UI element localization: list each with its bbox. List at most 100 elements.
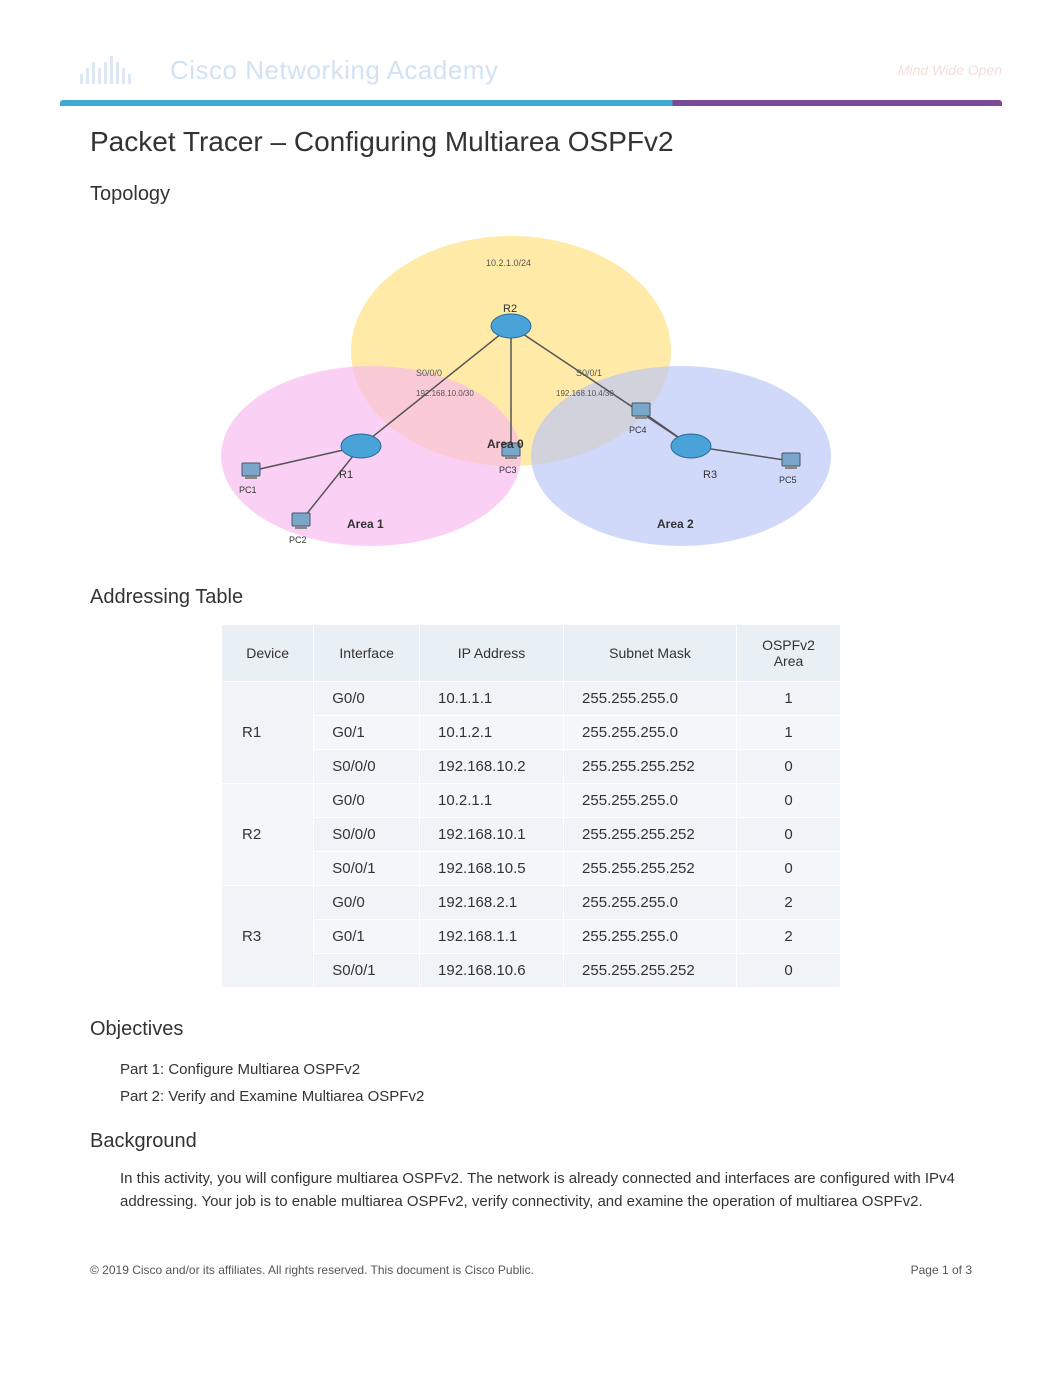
device-cell: R1 <box>222 682 314 784</box>
table-header-cell: Interface <box>314 625 420 682</box>
table-cell: 2 <box>737 886 841 920</box>
pc-base-icon <box>245 476 257 479</box>
table-cell: G0/1 <box>314 716 420 750</box>
background-heading: Background <box>90 1130 1002 1153</box>
table-row: S0/0/1192.168.10.5255.255.255.2520 <box>222 852 841 886</box>
table-header-cell: Device <box>222 625 314 682</box>
table-cell: 255.255.255.0 <box>564 716 737 750</box>
objective-item: Part 1: Configure Multiarea OSPFv2 <box>120 1056 1002 1083</box>
device-cell: R3 <box>222 886 314 988</box>
area-label: Area 2 <box>657 517 694 531</box>
device-cell: R2 <box>222 784 314 886</box>
page-container: Cisco Networking Academy Mind Wide Open … <box>0 0 1062 1307</box>
table-cell: 0 <box>737 818 841 852</box>
table-cell: 255.255.255.252 <box>564 818 737 852</box>
table-cell: 2 <box>737 920 841 954</box>
brand-text: Cisco Networking Academy <box>170 55 498 86</box>
pc-label: PC2 <box>289 535 307 545</box>
pc-icon <box>782 453 800 466</box>
table-cell: 255.255.255.0 <box>564 920 737 954</box>
table-cell: S0/0/0 <box>314 818 420 852</box>
table-row: R1G0/010.1.1.1255.255.255.01 <box>222 682 841 716</box>
table-cell: 0 <box>737 954 841 988</box>
table-row: S0/0/0192.168.10.1255.255.255.2520 <box>222 818 841 852</box>
table-cell: G0/0 <box>314 784 420 818</box>
pc-label: PC3 <box>499 465 517 475</box>
objectives-heading: Objectives <box>90 1018 1002 1041</box>
table-cell: 255.255.255.0 <box>564 886 737 920</box>
logo-bars-icon <box>80 56 131 84</box>
footer-copyright: © 2019 Cisco and/or its affiliates. All … <box>90 1263 534 1277</box>
topology-svg: S0/0/0 S0/0/1 10.2.1.0/24 192.168.10.0/30 19… <box>211 221 851 561</box>
table-cell: 192.168.1.1 <box>420 920 564 954</box>
table-header-cell: IP Address <box>420 625 564 682</box>
pc-base-icon <box>505 456 517 459</box>
table-row: G0/110.1.2.1255.255.255.01 <box>222 716 841 750</box>
router-label: R2 <box>503 303 517 315</box>
pc-base-icon <box>635 416 647 419</box>
link-label: 192.168.10.4/30 <box>556 389 614 398</box>
footer-page-number: Page 1 of 3 <box>911 1263 972 1277</box>
table-cell: 10.1.2.1 <box>420 716 564 750</box>
table-cell: 0 <box>737 784 841 818</box>
table-cell: 1 <box>737 682 841 716</box>
table-cell: 192.168.10.1 <box>420 818 564 852</box>
table-cell: 255.255.255.252 <box>564 750 737 784</box>
pc-icon <box>292 513 310 526</box>
pc-label: PC4 <box>629 425 647 435</box>
router-icon <box>671 434 711 458</box>
cisco-logo <box>60 45 150 95</box>
table-cell: 255.255.255.252 <box>564 852 737 886</box>
table-cell: G0/0 <box>314 886 420 920</box>
table-cell: S0/0/1 <box>314 852 420 886</box>
table-row: S0/0/1192.168.10.6255.255.255.2520 <box>222 954 841 988</box>
table-row: S0/0/0192.168.10.2255.255.255.2520 <box>222 750 841 784</box>
table-header-cell: OSPFv2Area <box>737 625 841 682</box>
page-header: Cisco Networking Academy Mind Wide Open <box>60 40 1002 100</box>
table-cell: 0 <box>737 852 841 886</box>
tagline-text: Mind Wide Open <box>898 62 1002 78</box>
table-cell: 192.168.10.5 <box>420 852 564 886</box>
table-header-row: DeviceInterfaceIP AddressSubnet MaskOSPF… <box>222 625 841 682</box>
pc-base-icon <box>295 526 307 529</box>
table-header-cell: Subnet Mask <box>564 625 737 682</box>
link-label: S0/0/0 <box>416 368 442 378</box>
objective-item: Part 2: Verify and Examine Multiarea OSP… <box>120 1083 1002 1110</box>
table-cell: G0/1 <box>314 920 420 954</box>
table-cell: 255.255.255.0 <box>564 784 737 818</box>
table-cell: S0/0/0 <box>314 750 420 784</box>
table-row: R3G0/0192.168.2.1255.255.255.02 <box>222 886 841 920</box>
topology-heading: Topology <box>90 183 1002 206</box>
link-label: 192.168.10.0/30 <box>416 389 474 398</box>
area-label: Area 0 <box>487 437 524 451</box>
background-text: In this activity, you will configure mul… <box>120 1168 1002 1213</box>
router-icon <box>491 314 531 338</box>
pc-icon <box>632 403 650 416</box>
header-color-bar <box>60 100 1002 106</box>
link-label: S0/0/1 <box>576 368 602 378</box>
page-title: Packet Tracer – Configuring Multiarea OS… <box>90 126 1002 158</box>
table-cell: S0/0/1 <box>314 954 420 988</box>
addressing-table: DeviceInterfaceIP AddressSubnet MaskOSPF… <box>221 624 841 988</box>
table-cell: 192.168.10.6 <box>420 954 564 988</box>
router-label: R1 <box>339 469 353 481</box>
table-cell: 10.1.1.1 <box>420 682 564 716</box>
pc-label: PC1 <box>239 485 257 495</box>
table-cell: 0 <box>737 750 841 784</box>
table-cell: 255.255.255.0 <box>564 682 737 716</box>
objectives-list: Part 1: Configure Multiarea OSPFv2Part 2… <box>120 1056 1002 1110</box>
table-cell: 192.168.2.1 <box>420 886 564 920</box>
router-label: R3 <box>703 469 717 481</box>
addressing-heading: Addressing Table <box>90 586 1002 609</box>
pc-label: PC5 <box>779 475 797 485</box>
table-cell: 1 <box>737 716 841 750</box>
table-cell: 10.2.1.1 <box>420 784 564 818</box>
table-cell: 255.255.255.252 <box>564 954 737 988</box>
pc-icon <box>242 463 260 476</box>
area-label: Area 1 <box>347 517 384 531</box>
table-row: G0/1192.168.1.1255.255.255.02 <box>222 920 841 954</box>
link-label: 10.2.1.0/24 <box>486 258 531 268</box>
router-icon <box>341 434 381 458</box>
table-cell: 192.168.10.2 <box>420 750 564 784</box>
table-cell: G0/0 <box>314 682 420 716</box>
